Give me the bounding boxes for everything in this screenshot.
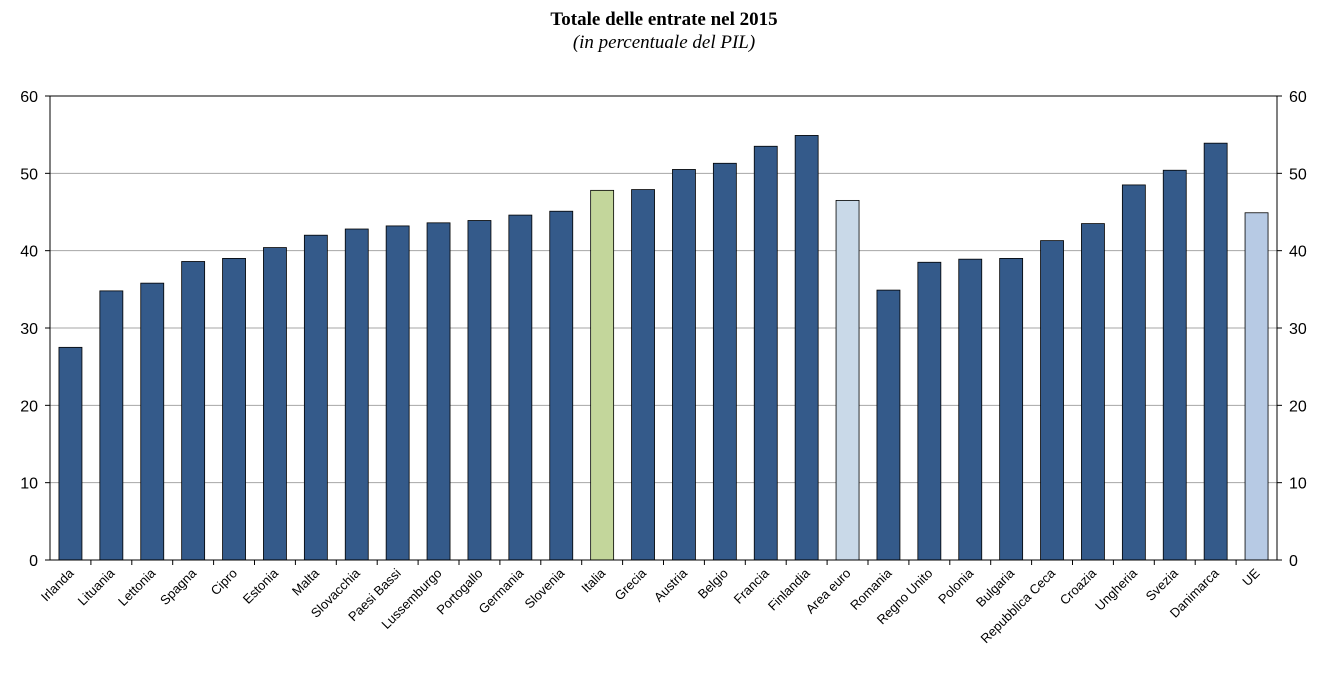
- y-tick-label-right: 0: [1289, 553, 1298, 570]
- x-tick-label: Irlanda: [38, 565, 77, 604]
- chart-subtitle: (in percentuale del PIL): [572, 32, 756, 53]
- y-tick-label-left: 0: [29, 553, 38, 570]
- bar-portogallo: [467, 220, 492, 561]
- axes: [49, 95, 1278, 565]
- y-tick-label-right: 40: [1289, 244, 1307, 261]
- x-tick-label: Austria: [651, 565, 691, 605]
- bar-slovenia: [549, 210, 574, 561]
- x-tick-label: Ungheria: [1092, 565, 1140, 613]
- y-axis-left-labels: 0 10 20 30 40 50 60: [20, 89, 38, 570]
- bar-malta: [303, 234, 328, 561]
- chart-title: Totale delle entrate nel 2015: [550, 9, 778, 30]
- y-tick-label-left: 10: [20, 476, 38, 493]
- bar-cipro: [222, 257, 246, 561]
- bar-slovacchia: [344, 228, 369, 561]
- bar-croazia: [1081, 223, 1105, 561]
- bar-svezia: [1162, 169, 1187, 561]
- x-tick-label: Malta: [289, 565, 323, 599]
- x-tick-label: Italia: [578, 565, 609, 596]
- bars: [58, 135, 1269, 561]
- bar-austria: [672, 169, 696, 561]
- bar-area-euro: [835, 199, 860, 561]
- bar-ungheria: [1121, 184, 1146, 561]
- y-tick-label-left: 50: [20, 166, 38, 183]
- bar-irlanda: [58, 346, 83, 561]
- bar-lituania: [99, 290, 124, 561]
- y-tick-label-left: 60: [20, 89, 38, 106]
- x-tick-label: Slovenia: [521, 565, 567, 611]
- x-tick-label: Germania: [476, 565, 528, 617]
- y-axis-right-labels: 0 10 20 30 40 50 60: [1289, 89, 1307, 570]
- bar-germania: [508, 214, 533, 561]
- x-tick-label: Belgio: [695, 566, 731, 602]
- chart-title-block: Totale delle entrate nel 2015 (in percen…: [0, 8, 1328, 54]
- bar-lettonia: [140, 282, 165, 561]
- bar-belgio: [712, 162, 737, 561]
- y-tick-label-right: 50: [1289, 166, 1307, 183]
- bar-ue: [1244, 212, 1269, 561]
- y-tick-label-right: 30: [1289, 321, 1307, 338]
- x-tick-label: Lituania: [75, 565, 118, 608]
- x-tick-label: Grecia: [611, 565, 649, 603]
- x-tick-label: Area euro: [803, 566, 854, 617]
- x-tick-label: Svezia: [1143, 565, 1182, 604]
- bar-grecia: [631, 189, 655, 561]
- x-tick-label: Polonia: [935, 565, 977, 607]
- y-tick-label-left: 20: [20, 398, 38, 415]
- y-tick-label-right: 60: [1289, 89, 1307, 106]
- x-tick-label: Spagna: [157, 565, 200, 608]
- x-tick-label: Estonia: [240, 565, 282, 607]
- bar-polonia: [958, 258, 983, 561]
- bar-lussemburgo: [426, 222, 451, 561]
- y-tick-label-left: 40: [20, 244, 38, 261]
- bar-estonia: [263, 247, 287, 561]
- x-tick-label: Repubblica Ceca: [978, 565, 1059, 646]
- bar-francia: [753, 145, 778, 561]
- bar-danimarca: [1203, 142, 1228, 561]
- y-tick-label-right: 10: [1289, 476, 1307, 493]
- y-tick-label-right: 20: [1289, 398, 1307, 415]
- bar-spagna: [181, 261, 206, 561]
- x-tick-label: Cipro: [208, 566, 241, 599]
- x-tick-label: Lettonia: [115, 565, 159, 609]
- plot-frame: [49, 95, 1278, 561]
- y-tick-label-left: 30: [20, 321, 38, 338]
- bar-italia: [590, 189, 615, 561]
- x-tick-label: UE: [1239, 565, 1263, 589]
- bar-romania: [876, 289, 901, 561]
- bar-bulgaria: [999, 257, 1024, 561]
- bar-finlandia: [794, 135, 819, 561]
- bar-regno-unito: [917, 261, 942, 561]
- bar-paesi-bassi: [385, 225, 410, 561]
- bar-repubblica-ceca: [1040, 240, 1064, 561]
